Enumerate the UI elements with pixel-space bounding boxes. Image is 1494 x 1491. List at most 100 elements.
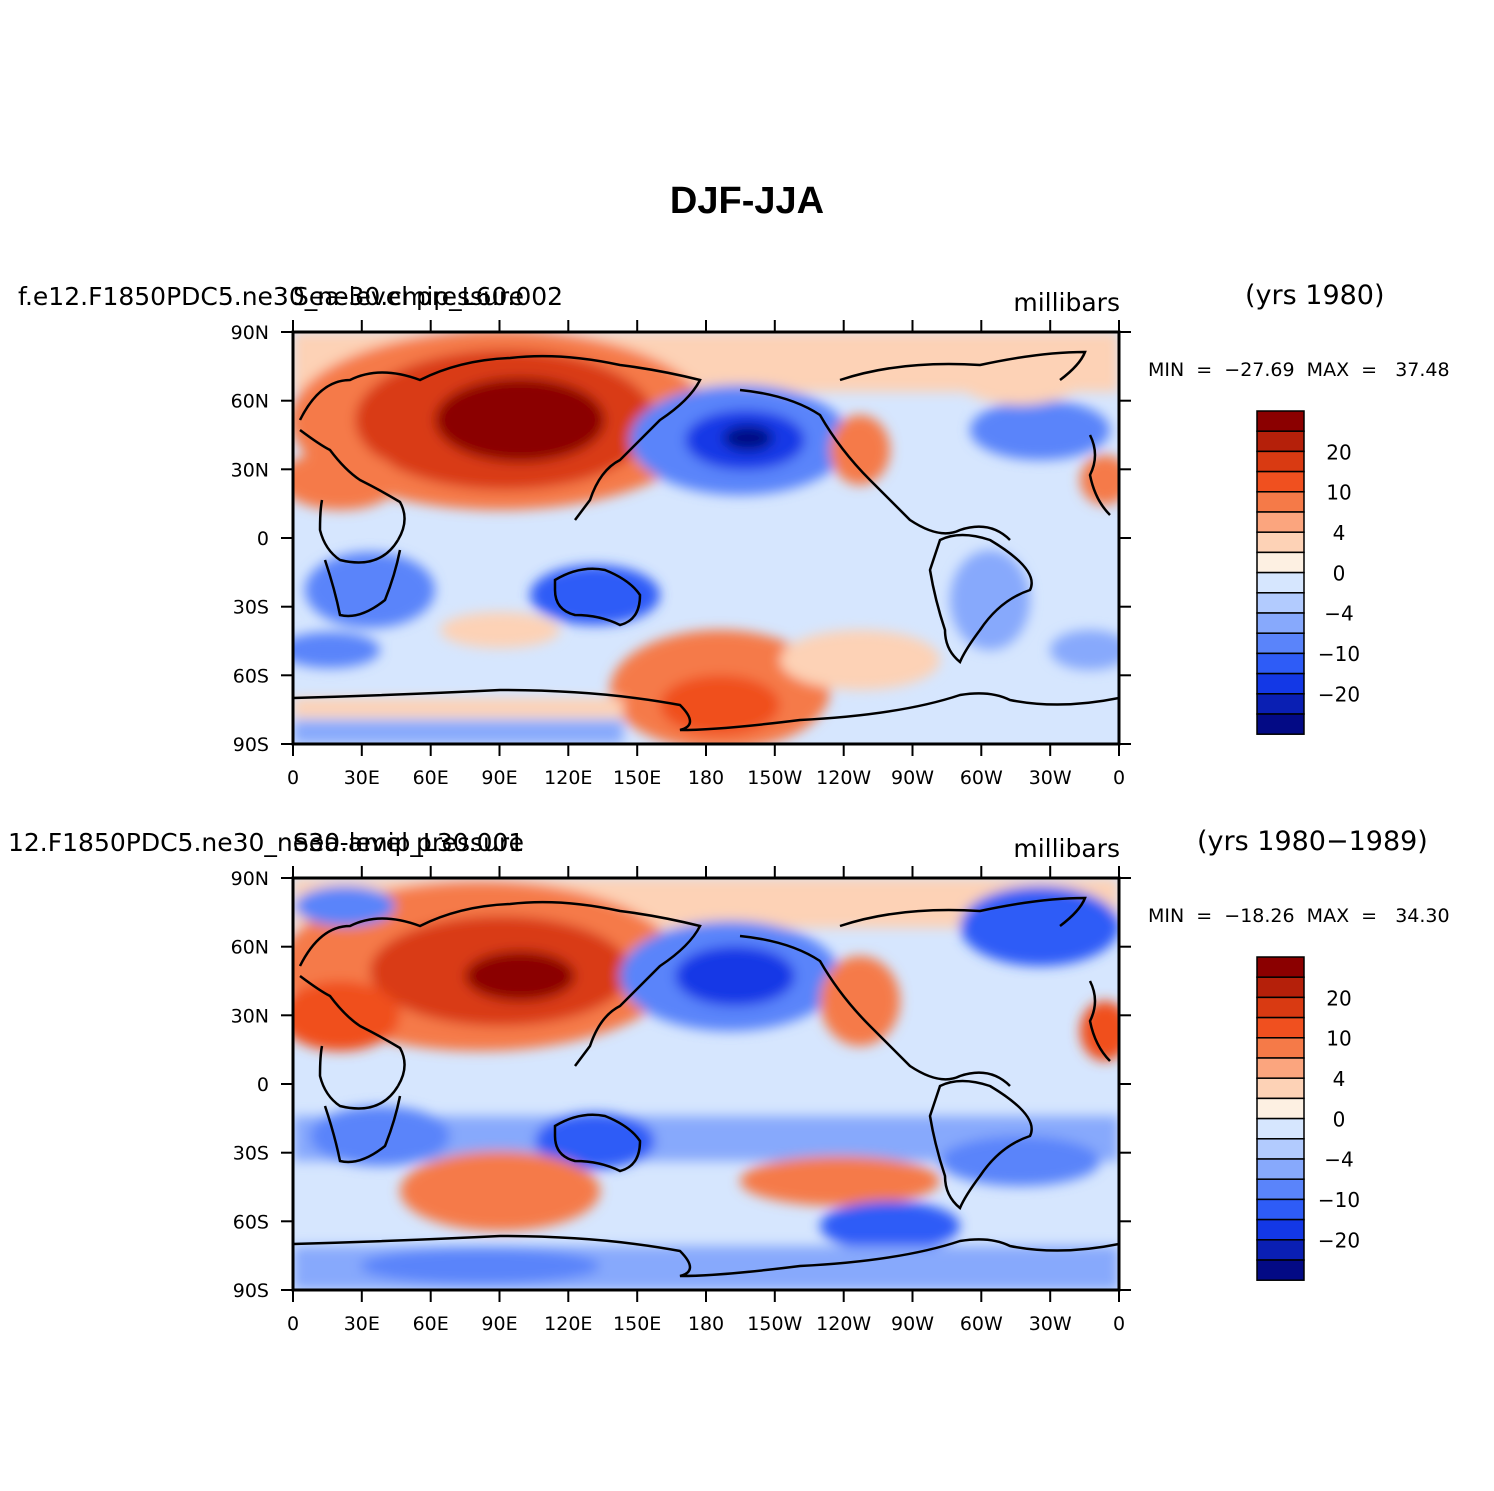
lat-axis-ticks	[281, 877, 1131, 1291]
variable-label: Sea-level pressure	[293, 282, 524, 311]
lon-axis-ticks	[292, 866, 1120, 1302]
lat-label: 60S	[233, 665, 269, 687]
colorbar-swatch	[1256, 672, 1305, 695]
colorbar-swatch	[1256, 470, 1305, 493]
case-name-label: 12.F1850PDC5.ne30_ne30.amip_L30.001	[8, 828, 525, 857]
pressure-contours	[293, 878, 1119, 1290]
colorbar-swatch	[1256, 612, 1305, 634]
colorbar-swatch	[1256, 551, 1305, 574]
lon-label: 30E	[344, 767, 380, 789]
colorbar: 20 10 4 0 −4 −10 −20	[1256, 410, 1360, 735]
colorbar-label: 4	[1333, 1067, 1346, 1091]
colorbar-swatch	[1256, 713, 1305, 735]
min-max-label: MIN = −27.69 MAX = 37.48	[1148, 359, 1450, 381]
lat-label: 60N	[231, 391, 269, 413]
map-plot: 90N 60N 30N 0 30S 60S 90S 0 30E 60E 90E …	[231, 320, 1360, 789]
colorbar-swatch	[1256, 976, 1305, 999]
lon-labels: 0 30E 60E 90E 120E 150E 180 150W 120W 90…	[287, 1313, 1125, 1335]
colorbar-label: −20	[1318, 1228, 1360, 1252]
colorbar-label: −10	[1318, 1188, 1360, 1212]
colorbar-swatch	[1256, 1218, 1305, 1241]
lat-label: 60N	[231, 937, 269, 959]
lon-label: 60E	[413, 1313, 449, 1335]
coastlines	[293, 896, 1119, 1278]
colorbar-swatch	[1256, 652, 1305, 675]
min-max-label: MIN = −18.26 MAX = 34.30	[1148, 905, 1450, 927]
lon-label: 120E	[544, 1313, 592, 1335]
colorbar-swatch	[1256, 410, 1305, 432]
colorbar-swatch	[1256, 1198, 1305, 1221]
lon-label: 150W	[747, 767, 802, 789]
map-plot: 90N 60N 30N 0 30S 60S 90S 0 30E 60E 90E …	[231, 866, 1360, 1335]
colorbar-swatch	[1256, 450, 1305, 473]
lat-label: 90S	[233, 1280, 269, 1302]
lat-label: 60S	[233, 1211, 269, 1233]
lat-labels: 90N 60N 30N 0 30S 60S 90S	[231, 322, 269, 756]
lat-label: 0	[257, 1074, 269, 1096]
colorbar-label: 20	[1326, 440, 1351, 464]
lon-axis-ticks	[292, 320, 1120, 756]
lon-label: 180	[688, 1313, 724, 1335]
units-label: millibars	[1013, 288, 1120, 317]
lon-label: 150E	[613, 1313, 661, 1335]
colorbar-swatch	[1256, 571, 1305, 594]
lon-label: 0	[287, 1313, 299, 1335]
lon-labels: 0 30E 60E 90E 120E 150E 180 150W 120W 90…	[287, 767, 1125, 789]
colorbar-label: −4	[1324, 1148, 1353, 1172]
colorbar-swatch	[1256, 1037, 1305, 1059]
case-name-label: f.e12.F1850PDC5.ne30_ne30.cmip_L60.002	[18, 282, 564, 311]
lon-label: 90E	[481, 1313, 517, 1335]
units-label: millibars	[1013, 834, 1120, 863]
lon-label: 180	[688, 767, 724, 789]
lon-label: 150E	[613, 767, 661, 789]
colorbar-swatch	[1256, 1016, 1305, 1039]
lon-label: 60W	[960, 767, 1003, 789]
colorbar-swatch	[1256, 1138, 1305, 1160]
colorbar-swatch	[1256, 531, 1305, 554]
variable-label: Sea-level pressure	[293, 828, 524, 857]
lon-label: 120W	[816, 1313, 871, 1335]
colorbar-swatch	[1256, 491, 1305, 513]
colorbar-label: −20	[1318, 682, 1360, 706]
colorbar-swatch	[1256, 693, 1305, 715]
lat-label: 90N	[231, 868, 269, 890]
lon-label: 30W	[1029, 767, 1072, 789]
colorbar-swatch	[1256, 1259, 1305, 1281]
colorbar-swatch	[1256, 1057, 1305, 1079]
lon-label: 90E	[481, 767, 517, 789]
lat-label: 30S	[233, 597, 269, 619]
colorbar-swatch	[1256, 956, 1305, 978]
colorbar-label: −10	[1318, 642, 1360, 666]
lat-label: 90N	[231, 322, 269, 344]
colorbar-label: 20	[1326, 986, 1351, 1010]
lon-label: 30E	[344, 1313, 380, 1335]
lon-label: 90W	[891, 767, 934, 789]
lat-label: 90S	[233, 734, 269, 756]
panel-bottom: 12.F1850PDC5.ne30_ne30.amip_L30.001 Sea-…	[0, 816, 1494, 1356]
lat-label: 0	[257, 528, 269, 550]
colorbar: 20 10 4 0 −4 −10 −20	[1256, 956, 1360, 1281]
lon-label: 0	[287, 767, 299, 789]
lon-label: 30W	[1029, 1313, 1072, 1335]
colorbar-swatch	[1256, 592, 1305, 614]
years-label: (yrs 1980−1989)	[1197, 826, 1428, 857]
colorbar-swatch	[1256, 1158, 1305, 1180]
colorbar-swatch	[1256, 1077, 1305, 1100]
lat-label: 30N	[231, 1005, 269, 1027]
lon-label: 60W	[960, 1313, 1003, 1335]
colorbar-label: 4	[1333, 521, 1346, 545]
colorbar-label: 10	[1326, 1027, 1351, 1051]
colorbar-swatch	[1256, 632, 1305, 655]
colorbar-swatch	[1256, 1117, 1305, 1140]
colorbar-swatch	[1256, 1097, 1305, 1120]
colorbar-swatch	[1256, 430, 1305, 453]
lon-label: 120W	[816, 767, 871, 789]
colorbar-label: 0	[1333, 1107, 1346, 1131]
coastlines	[293, 350, 1119, 732]
lat-labels: 90N 60N 30N 0 30S 60S 90S	[231, 868, 269, 1302]
lon-label: 60E	[413, 767, 449, 789]
lat-label: 30S	[233, 1143, 269, 1165]
colorbar-swatch	[1256, 1239, 1305, 1261]
colorbar-label: 0	[1333, 561, 1346, 585]
lat-axis-ticks	[281, 331, 1131, 745]
